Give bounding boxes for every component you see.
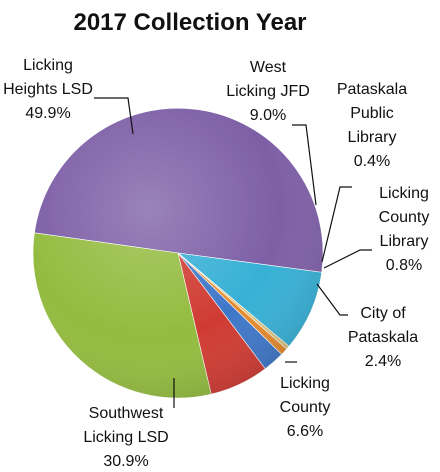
slice-label: Licking County 6.6% [280,375,331,440]
slice-label: Pataskala Public Library 0.4% [337,81,407,170]
slice-label: City of Pataskala 2.4% [348,305,418,370]
slice-name-line: Heights LSD [3,81,93,98]
slice-name-line: Pataskala [337,81,407,98]
slice-value-label: 6.6% [287,423,323,440]
leader-line [323,249,372,269]
slice-labels: Licking Heights LSD 49.9% West Licking JFD 9.… [3,57,429,470]
slice-name-line: Licking [280,375,330,392]
slice-value-label: 49.9% [25,105,70,122]
leader-line [292,124,317,206]
slice-label: Licking Heights LSD 49.9% [3,57,93,122]
slice-name-line: Library [348,129,397,146]
slice-name-line: Library [380,233,429,250]
slice-value-label: 0.8% [386,257,422,274]
chart-title: 2017 Collection Year [73,9,306,36]
pie-slices [32,107,324,399]
slice-value-label: 2.4% [365,353,401,370]
slice-label: West Licking JFD 9.0% [226,59,310,124]
leader-line [94,97,134,135]
slice-name-line: Southwest [89,405,164,422]
slice-name-line: Licking JFD [226,83,310,100]
leader-line [316,283,348,316]
slice-name-line: Licking [379,185,429,202]
slice-label: Licking County Library 0.8% [379,185,430,274]
leader-line [321,186,352,263]
slice-name-line: Pataskala [348,329,418,346]
slice-value-label: 9.0% [250,107,286,124]
slice-name-line: Licking [23,57,73,74]
slice-value-label: 30.9% [103,453,148,470]
slice-name-line: City of [360,305,406,322]
slice-name-line: West [250,59,287,76]
slice-name-line: County [379,209,430,226]
slice-name-line: Public [350,105,394,122]
slice-name-line: Licking LSD [83,429,168,446]
slice-value-label: 0.4% [354,153,390,170]
slice-name-line: County [280,399,331,416]
slice-label: Southwest Licking LSD 30.9% [83,405,168,470]
